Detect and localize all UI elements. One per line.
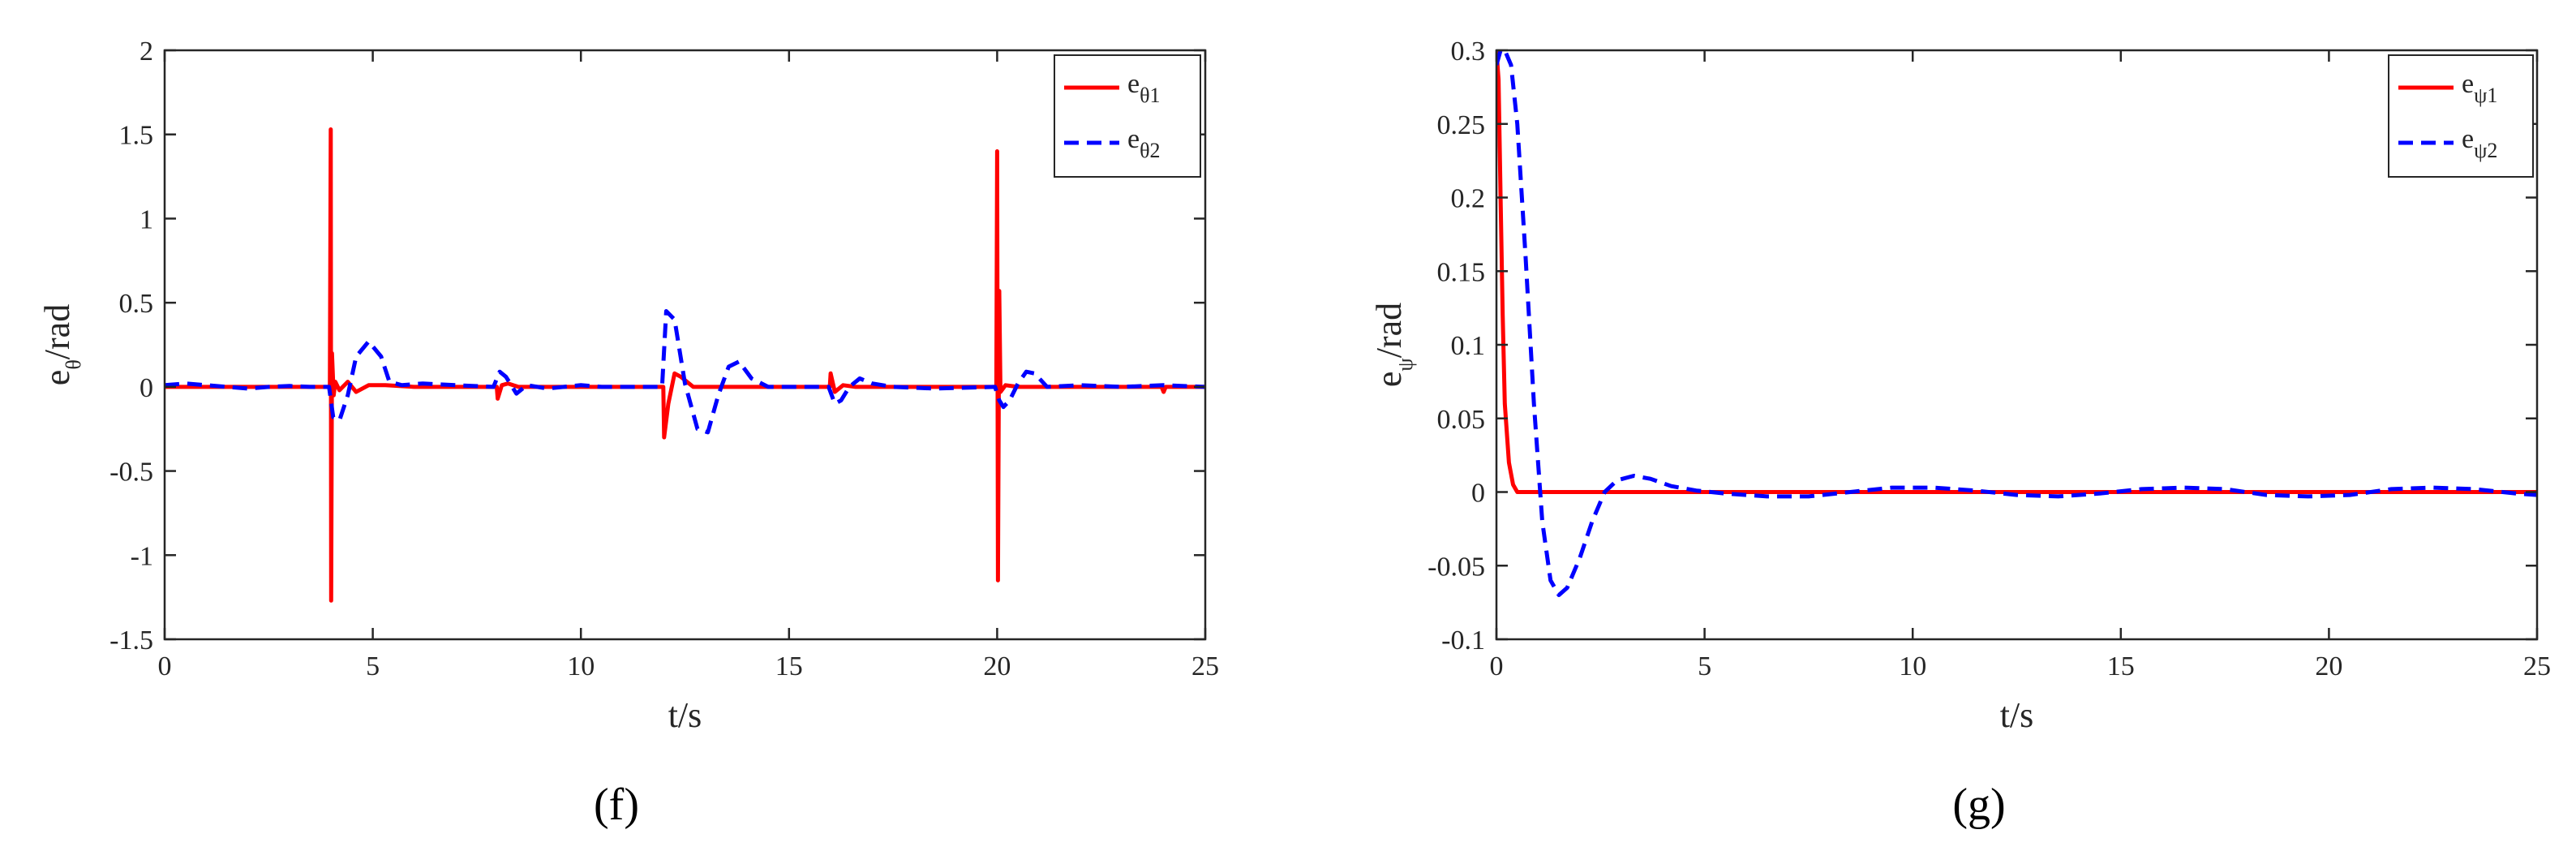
chart2-axes-box bbox=[1495, 49, 2539, 641]
chart1-ytick-label: 1 bbox=[140, 204, 153, 234]
chart1-ytick-label: -0.5 bbox=[109, 458, 153, 488]
chart1-ytick-label: -1.5 bbox=[109, 625, 153, 656]
chart1-ylabel: eθ/rad bbox=[37, 304, 85, 385]
chart2-ylabel-sub: ψ bbox=[1393, 358, 1417, 371]
chart1: 0 5 10 15 20 25-1.5-1-0.500.511.52t/seθ/radeθ… bbox=[37, 37, 1219, 830]
chart1-ylabel-base: e bbox=[37, 370, 77, 386]
chart1-legend-label-2: eθ2 bbox=[1127, 124, 1161, 162]
chart1-xtick-label: 20 bbox=[983, 651, 1011, 681]
chart1-series-1-line bbox=[165, 127, 1205, 603]
chart2-ytick-label: 0.15 bbox=[1437, 257, 1486, 287]
chart2-ylabel-unit: /rad bbox=[1369, 303, 1409, 358]
chart1-xtick-label: 0 bbox=[158, 651, 172, 681]
chart1-xtick-label: 25 bbox=[1191, 651, 1219, 681]
chart2-ytick-label: -0.05 bbox=[1428, 552, 1485, 582]
chart2-legend-label-2: eψ2 bbox=[2462, 124, 2497, 162]
chart2-ytick-label: -0.1 bbox=[1441, 625, 1485, 656]
chart2-legend-label-1: eψ1 bbox=[2462, 69, 2497, 107]
chart2-xtick-label: 20 bbox=[2315, 651, 2342, 681]
chart1-ytick-label: 0 bbox=[140, 373, 153, 403]
chart1-xtick-label: 10 bbox=[567, 651, 595, 681]
chart1-ytick-label: 2 bbox=[140, 37, 153, 67]
chart2-xtick-label: 25 bbox=[2523, 651, 2551, 681]
chart2-legend-box bbox=[2388, 54, 2534, 178]
chart2-panel-label: (g) bbox=[1952, 780, 2005, 830]
chart1-ytick-label: -1 bbox=[131, 541, 153, 571]
chart1-xtick-label: 15 bbox=[775, 651, 803, 681]
chart2-ylabel-base: e bbox=[1369, 372, 1409, 388]
chart2-ytick-label: 0 bbox=[1471, 479, 1485, 509]
chart2-ytick-label: 0.25 bbox=[1437, 110, 1486, 140]
chart2-xlabel: t/s bbox=[2000, 695, 2034, 735]
chart2-xtick-label: 5 bbox=[1698, 651, 1711, 681]
chart2-ytick-label: 0.1 bbox=[1451, 331, 1486, 361]
chart1-ylabel-unit: /rad bbox=[37, 304, 77, 359]
chart1-ytick-label: 0.5 bbox=[119, 289, 154, 319]
chart2-ytick-label: 0.2 bbox=[1451, 184, 1486, 214]
chart1-legend-label-1: eθ1 bbox=[1127, 69, 1161, 107]
chart1-ylabel-sub: θ bbox=[62, 359, 85, 369]
chart2-xtick-label: 0 bbox=[1490, 651, 1504, 681]
chart1-xlabel: t/s bbox=[668, 695, 702, 735]
chart1-xtick-label: 5 bbox=[366, 651, 380, 681]
chart1-series-2-line bbox=[165, 309, 1205, 435]
chart1-legend-box bbox=[1054, 54, 1201, 178]
chart2-series-2-line bbox=[1496, 50, 2537, 597]
chart2: 0 5 10 15 20 25 -0.1 -0.05 0 0.05 0.1 0.15 0.2 0.25 0.… bbox=[1369, 37, 2551, 830]
chart2-ytick-label: 0.05 bbox=[1437, 405, 1486, 435]
chart2-ylabel: eψ/rad bbox=[1369, 303, 1417, 387]
chart1-panel-label: (f) bbox=[594, 780, 639, 830]
chart1-ytick-label: 1.5 bbox=[119, 121, 154, 151]
chart2-xtick-label: 10 bbox=[1899, 651, 1926, 681]
chart2-xtick-label: 15 bbox=[2107, 651, 2135, 681]
chart1-axes-box bbox=[163, 49, 1207, 641]
chart2-series-1-line bbox=[1496, 50, 2537, 494]
chart2-ytick-label: 0.3 bbox=[1451, 37, 1486, 67]
